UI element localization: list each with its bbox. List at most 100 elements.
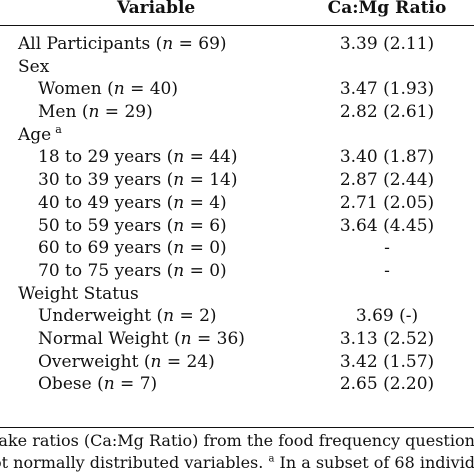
variable-cell: Men (n = 29): [38, 101, 153, 124]
n-count: = 40): [124, 79, 179, 100]
table-row: 50 to 59 years (n = 6) 3.64 (4.45): [0, 215, 474, 238]
header-rule: [0, 25, 474, 26]
table-row: Age a: [0, 124, 474, 147]
n-symbol: n: [88, 102, 100, 123]
variable-label: Men (: [38, 102, 89, 123]
variable-label: Weight Status: [18, 283, 139, 304]
table-row: Overweight (n = 24) 3.42 (1.57): [0, 351, 474, 374]
variable-label: 30 to 39 years (: [38, 170, 174, 191]
table-row: Obese (n = 7) 2.65 (2.20): [0, 373, 474, 396]
n-count: = 6): [184, 215, 227, 236]
n-count: = 44): [184, 147, 238, 168]
footnote-line-1: take ratios (Ca:Mg Ratio) from the food …: [0, 430, 474, 452]
ratio-cell: 3.13 (2.52): [339, 328, 435, 349]
table-row: Sex: [0, 56, 474, 79]
variable-label: 50 to 59 years (: [38, 215, 174, 236]
variable-cell: 70 to 75 years (n = 0): [38, 260, 227, 283]
ratio-cell: 2.82 (2.61): [339, 102, 435, 123]
table-row: 60 to 69 years (n = 0) -: [0, 237, 474, 260]
n-symbol: n: [162, 34, 174, 54]
ratio-cell: 2.71 (2.05): [339, 192, 435, 213]
table-row: Normal Weight (n = 36) 3.13 (2.52): [0, 328, 474, 351]
n-symbol: n: [103, 374, 115, 395]
n-symbol: n: [113, 79, 125, 100]
variable-cell: 60 to 69 years (n = 0): [38, 237, 227, 260]
n-symbol: n: [173, 215, 185, 236]
n-symbol: n: [150, 351, 162, 372]
variable-label: 70 to 75 years (: [38, 260, 174, 281]
n-count: = 7): [114, 374, 158, 395]
n-symbol: n: [163, 306, 175, 327]
n-count: = 2): [174, 306, 217, 327]
variable-label: All Participants (: [18, 34, 163, 54]
variable-cell: Sex: [18, 56, 49, 79]
n-count: = 0): [184, 260, 227, 281]
variable-cell: Weight Status: [18, 283, 139, 306]
table-row: Weight Status: [0, 283, 474, 306]
table-row: Women (n = 40) 3.47 (1.93): [0, 78, 474, 101]
ratio-cell: 3.40 (1.87): [339, 147, 435, 168]
ratio-cell: 3.42 (1.57): [339, 351, 435, 372]
footnote-text-1: take ratios (Ca:Mg Ratio) from the food …: [0, 431, 474, 450]
table-row: 40 to 49 years (n = 4) 2.71 (2.05): [0, 192, 474, 215]
footnote-line-2: ot normally distributed variables. a In …: [0, 452, 474, 474]
variable-label: Women (: [38, 79, 114, 100]
table-body: All Participants (n = 69) 3.39 (2.11) Sex W…: [0, 33, 474, 396]
n-count: = 14): [184, 170, 238, 191]
n-count: = 69): [173, 34, 227, 54]
n-symbol: n: [173, 238, 185, 259]
ratio-cell: 2.65 (2.20): [339, 374, 435, 395]
footnote-superscript: a: [268, 453, 275, 465]
bottom-rule: [0, 427, 474, 428]
n-count: = 29): [99, 102, 153, 123]
variable-cell: Overweight (n = 24): [38, 351, 215, 374]
variable-cell: 18 to 29 years (n = 44): [38, 146, 238, 169]
variable-label: Obese (: [38, 374, 104, 395]
n-symbol: n: [173, 147, 185, 168]
variable-label: Age: [18, 124, 52, 145]
table-row: Underweight (n = 2) 3.69 (-): [0, 305, 474, 328]
n-count: = 24): [161, 351, 215, 372]
ratio-cell: 3.39 (2.11): [339, 34, 435, 54]
table-row: All Participants (n = 69) 3.39 (2.11): [0, 33, 474, 56]
table-row: 70 to 75 years (n = 0) -: [0, 260, 474, 283]
variable-label: Sex: [18, 56, 50, 77]
superscript-marker: a: [55, 123, 62, 137]
variable-cell: Age a: [18, 124, 62, 147]
table-header-row: Variable Ca:Mg Ratio: [0, 0, 474, 21]
table-row: 30 to 39 years (n = 14) 2.87 (2.44): [0, 169, 474, 192]
variable-cell: 40 to 49 years (n = 4): [38, 192, 227, 215]
header-variable: Variable: [117, 0, 196, 18]
variable-label: 60 to 69 years (: [38, 238, 174, 259]
ratio-cell: -: [384, 238, 390, 259]
n-symbol: n: [173, 192, 185, 213]
table-row: 18 to 29 years (n = 44) 3.40 (1.87): [0, 146, 474, 169]
n-count: = 4): [184, 192, 227, 213]
variable-label: Overweight (: [38, 351, 151, 372]
variable-label: 40 to 49 years (: [38, 192, 174, 213]
variable-cell: Normal Weight (n = 36): [38, 328, 245, 351]
ratio-cell: -: [384, 260, 390, 281]
n-count: = 36): [191, 328, 245, 349]
footnote-text-2a: ot normally distributed variables.: [0, 453, 269, 472]
variable-label: 18 to 29 years (: [38, 147, 174, 168]
ratio-cell: 3.47 (1.93): [339, 79, 435, 100]
variable-cell: All Participants (n = 69): [18, 33, 227, 56]
variable-label: Normal Weight (: [38, 328, 181, 349]
n-symbol: n: [173, 260, 185, 281]
n-count: = 0): [184, 238, 227, 259]
variable-cell: Underweight (n = 2): [38, 305, 217, 328]
variable-cell: Women (n = 40): [38, 78, 178, 101]
n-symbol: n: [180, 328, 192, 349]
ratio-cell: 3.69 (-): [355, 306, 419, 327]
n-symbol: n: [173, 170, 185, 191]
footnote-text-2b: In a subset of 68 individu: [274, 453, 474, 472]
variable-label: Underweight (: [38, 306, 164, 327]
variable-cell: Obese (n = 7): [38, 373, 157, 396]
header-ca-mg-ratio: Ca:Mg Ratio: [327, 0, 447, 18]
ratio-cell: 2.87 (2.44): [339, 170, 435, 191]
table-row: Men (n = 29) 2.82 (2.61): [0, 101, 474, 124]
variable-cell: 30 to 39 years (n = 14): [38, 169, 238, 192]
variable-cell: 50 to 59 years (n = 6): [38, 215, 227, 238]
